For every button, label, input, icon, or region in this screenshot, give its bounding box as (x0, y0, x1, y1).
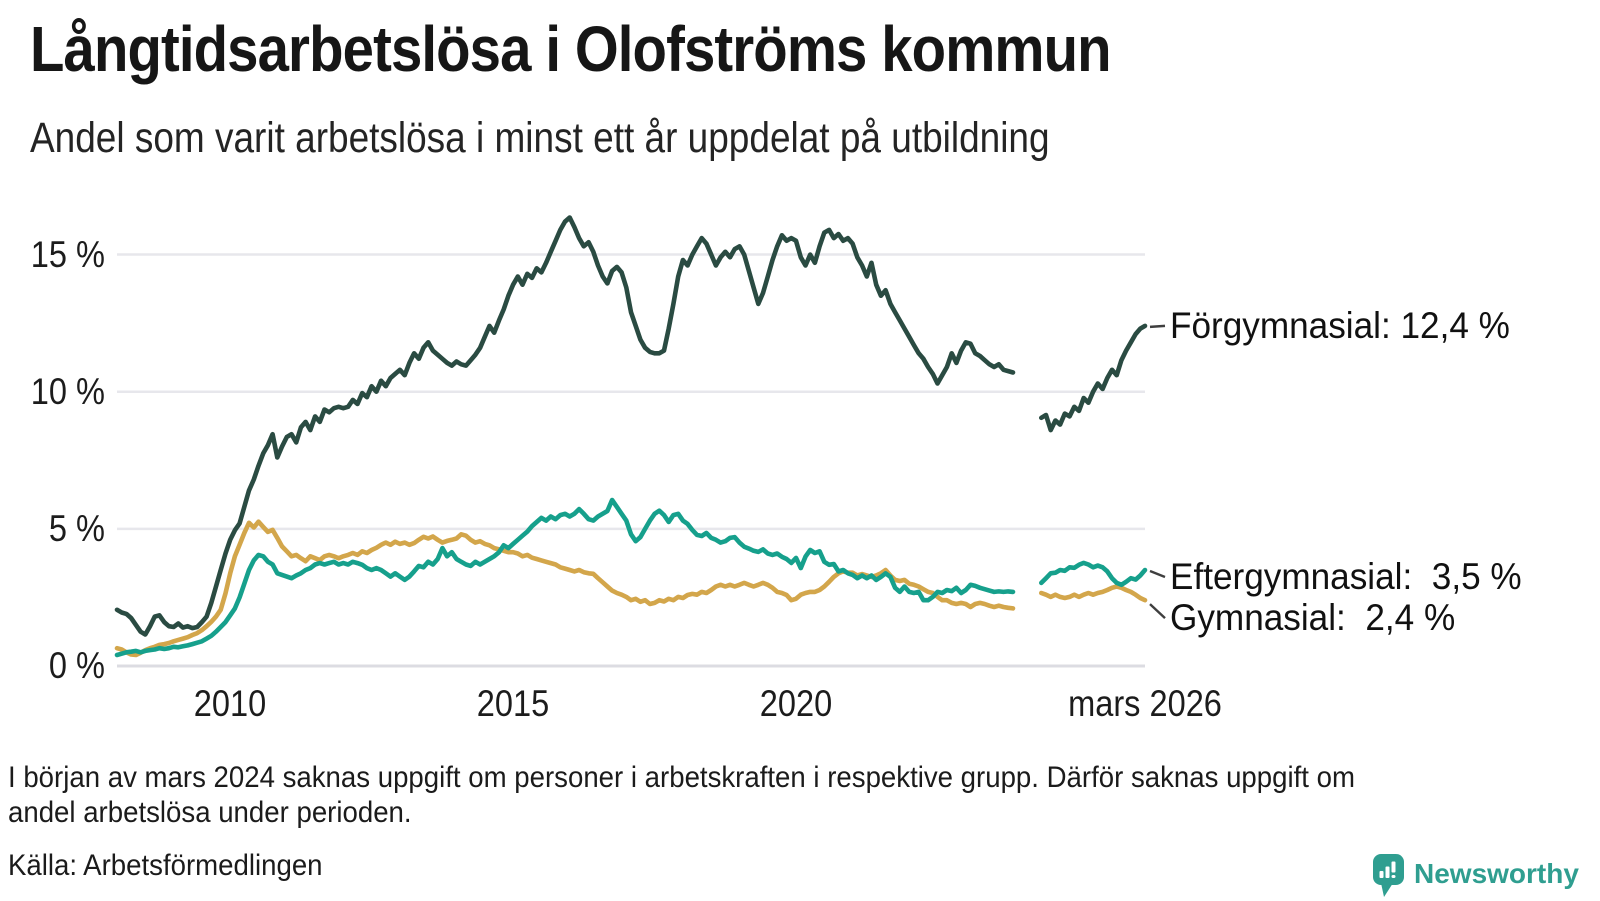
footnote-line-2: andel arbetslösa under perioden. (8, 796, 412, 829)
newsworthy-logo-icon (1373, 854, 1404, 897)
footnote-line-1: I början av mars 2024 saknas uppgift om … (8, 761, 1355, 794)
label-dash-gymnasial (1149, 603, 1166, 620)
y-tick-2: 10 % (30, 370, 105, 412)
source-line: Källa: Arbetsförmedlingen (8, 849, 323, 882)
page-subtitle: Andel som varit arbetslösa i minst ett å… (30, 114, 1050, 162)
series-label-gymnasial: Gymnasial: 2,4 % (1170, 597, 1456, 639)
series-label-forgymnasial: Förgymnasial: 12,4 % (1170, 304, 1510, 346)
y-tick-3: 15 % (30, 233, 105, 275)
series-line-gymnasial (114, 519, 1148, 658)
series-line-forgymnasial (114, 215, 1148, 637)
x-tick-0: 2010 (193, 683, 267, 724)
series-line-eftergymnasial (114, 497, 1148, 658)
label-dash-eftergymnasial (1149, 569, 1166, 579)
brand-name: Newsworthy (1414, 858, 1579, 889)
label-dash-forgymnasial (1149, 324, 1166, 329)
series-label-eftergymnasial: Eftergymnasial: 3,5 % (1170, 555, 1522, 597)
x-tick-3: mars 2026 (1068, 683, 1222, 724)
x-tick-1: 2015 (476, 683, 550, 724)
x-tick-2: 2020 (759, 683, 833, 724)
y-tick-0: 0 % (48, 645, 105, 686)
page-title: Långtidsarbetslösa i Olofströms kommun (30, 13, 1112, 85)
y-tick-1: 5 % (48, 507, 105, 549)
